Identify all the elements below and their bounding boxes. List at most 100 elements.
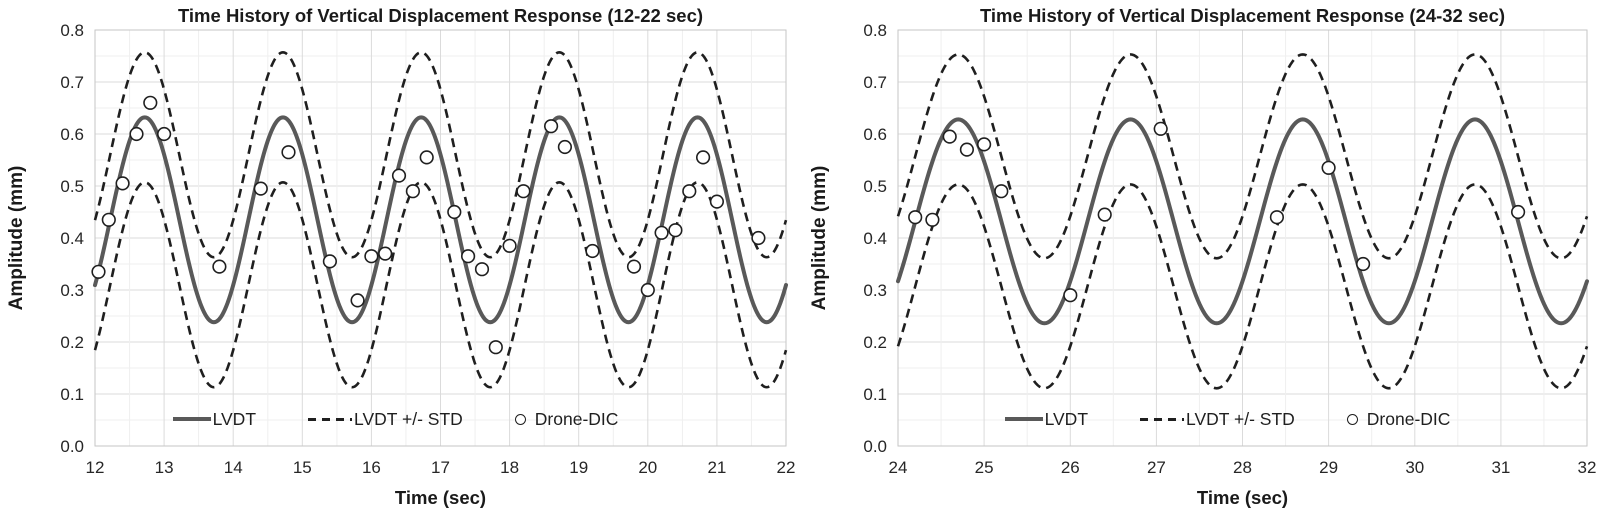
drone-dic-point	[516, 184, 531, 199]
drone-dic-point	[350, 293, 365, 308]
x-tick-label: 22	[777, 458, 796, 477]
legend-item-lvdt: LVDT	[172, 408, 257, 430]
drone-dic-point	[1153, 121, 1168, 136]
drone-dic-point	[101, 212, 116, 227]
x-tick-label: 25	[975, 458, 994, 477]
drone-dic-point	[557, 139, 573, 155]
lvdt-line-swatch	[172, 417, 211, 421]
drone-dic-point	[143, 95, 158, 110]
legend-item-lvdt-std: LVDT +/- STD	[308, 409, 463, 430]
y-tick-label: 0.1	[60, 385, 84, 404]
x-tick-label: 29	[1319, 458, 1338, 477]
x-axis-title-right: Time (sec)	[1196, 487, 1289, 508]
legend-label-drone-dic: Drone-DIC	[1366, 408, 1451, 429]
y-axis-title-left: Amplitude (mm)	[6, 165, 27, 311]
y-tick-label: 0.4	[863, 229, 887, 248]
drone-dic-point	[447, 204, 462, 220]
drone-dic-point	[502, 238, 517, 253]
y-tick-label: 0.0	[863, 437, 887, 456]
drone-dic-marker-swatch	[1346, 413, 1358, 425]
drone-dic-point	[1063, 288, 1078, 303]
x-tick-label: 19	[569, 458, 588, 477]
drone-dic-point	[212, 259, 227, 274]
drone-dic-point	[925, 212, 940, 227]
drone-dic-point	[488, 340, 503, 355]
drone-dic-point	[322, 254, 338, 269]
legend-item-drone-dic: Drone-DIC	[514, 408, 619, 430]
lvdt-line-swatch	[1004, 417, 1043, 421]
drone-dic-point	[543, 119, 559, 134]
legend-item-drone-dic: Drone-DIC	[1346, 408, 1451, 430]
legend-label-lvdt: LVDT	[1044, 408, 1089, 429]
drone-dic-point	[281, 145, 296, 160]
x-axis-title-left: Time (sec)	[394, 487, 487, 508]
lvdt-minus-std-line	[896, 183, 1589, 390]
y-tick-label: 0.8	[863, 21, 887, 40]
x-tick-label: 17	[431, 458, 450, 477]
drone-dic-point	[709, 194, 725, 209]
chart-title-left: Time History of Vertical Displacement Re…	[177, 5, 704, 26]
lvdt-line	[93, 115, 788, 325]
y-tick-label: 0.4	[60, 229, 84, 248]
drone-dic-point	[1097, 207, 1112, 222]
y-tick-label: 0.6	[60, 125, 84, 144]
x-tick-label: 30	[1405, 458, 1424, 477]
drone-dic-point	[959, 142, 975, 157]
x-tick-label: 26	[1061, 458, 1080, 477]
x-tick-label: 15	[293, 458, 312, 477]
drone-dic-point	[626, 259, 642, 274]
legend-label-drone-dic: Drone-DIC	[534, 408, 619, 429]
drone-dic-point	[1269, 210, 1284, 225]
drone-dic-point	[129, 126, 144, 142]
drone-dic-point	[391, 168, 407, 183]
drone-dic-point	[91, 264, 106, 279]
drone-dic-point	[976, 137, 992, 152]
drone-dic-point	[908, 210, 923, 225]
y-tick-label: 0.3	[60, 281, 84, 300]
drone-dic-point	[1355, 256, 1371, 272]
x-tick-label: 31	[1491, 458, 1510, 477]
legend-item-lvdt: LVDT	[1004, 408, 1089, 430]
drone-dic-point	[1510, 204, 1526, 220]
drone-dic-point	[695, 150, 711, 165]
y-axis-title-right: Amplitude (mm)	[809, 165, 830, 311]
drone-dic-point	[654, 225, 669, 240]
std-dashed-line-swatch	[1140, 417, 1185, 421]
legend-item-lvdt-std: LVDT +/- STD	[1140, 409, 1295, 430]
drone-dic-point	[364, 249, 379, 264]
x-tick-label: 21	[707, 458, 726, 477]
y-tick-label: 0.5	[863, 177, 887, 196]
y-tick-label: 0.8	[60, 21, 84, 40]
plot-border	[94, 29, 787, 447]
legend-label-lvdt-std: LVDT +/- STD	[1186, 408, 1295, 429]
y-tick-label: 0.2	[863, 333, 887, 352]
drone-dic-point	[1321, 160, 1336, 175]
legend-right: LVDT LVDT +/- STD Drone-DIC	[883, 404, 1572, 434]
x-tick-label: 13	[155, 458, 174, 477]
drone-dic-point	[942, 129, 957, 144]
x-tick-label: 24	[889, 458, 908, 477]
y-tick-label: 0.7	[60, 73, 84, 92]
lvdt-plus-std-line	[896, 53, 1589, 260]
x-tick-label: 27	[1147, 458, 1166, 477]
drone-dic-point	[419, 150, 434, 165]
plot-border	[897, 29, 1588, 447]
drone-dic-point	[461, 249, 476, 264]
drone-dic-point	[474, 262, 490, 277]
y-tick-label: 0.0	[60, 437, 84, 456]
lvdt-minus-std-line	[93, 181, 788, 389]
drone-dic-point	[115, 176, 130, 191]
legend-label-lvdt: LVDT	[212, 408, 257, 429]
legend-label-lvdt-std: LVDT +/- STD	[354, 408, 463, 429]
x-tick-label: 14	[224, 458, 243, 477]
chart-title-right: Time History of Vertical Displacement Re…	[979, 5, 1506, 26]
drone-dic-point	[157, 126, 172, 142]
x-tick-label: 16	[362, 458, 381, 477]
drone-dic-point	[640, 282, 655, 298]
y-tick-label: 0.2	[60, 333, 84, 352]
drone-dic-point	[405, 184, 421, 199]
legend-left: LVDT LVDT +/- STD Drone-DIC	[50, 404, 741, 434]
y-tick-label: 0.1	[863, 385, 887, 404]
y-tick-label: 0.3	[863, 281, 887, 300]
